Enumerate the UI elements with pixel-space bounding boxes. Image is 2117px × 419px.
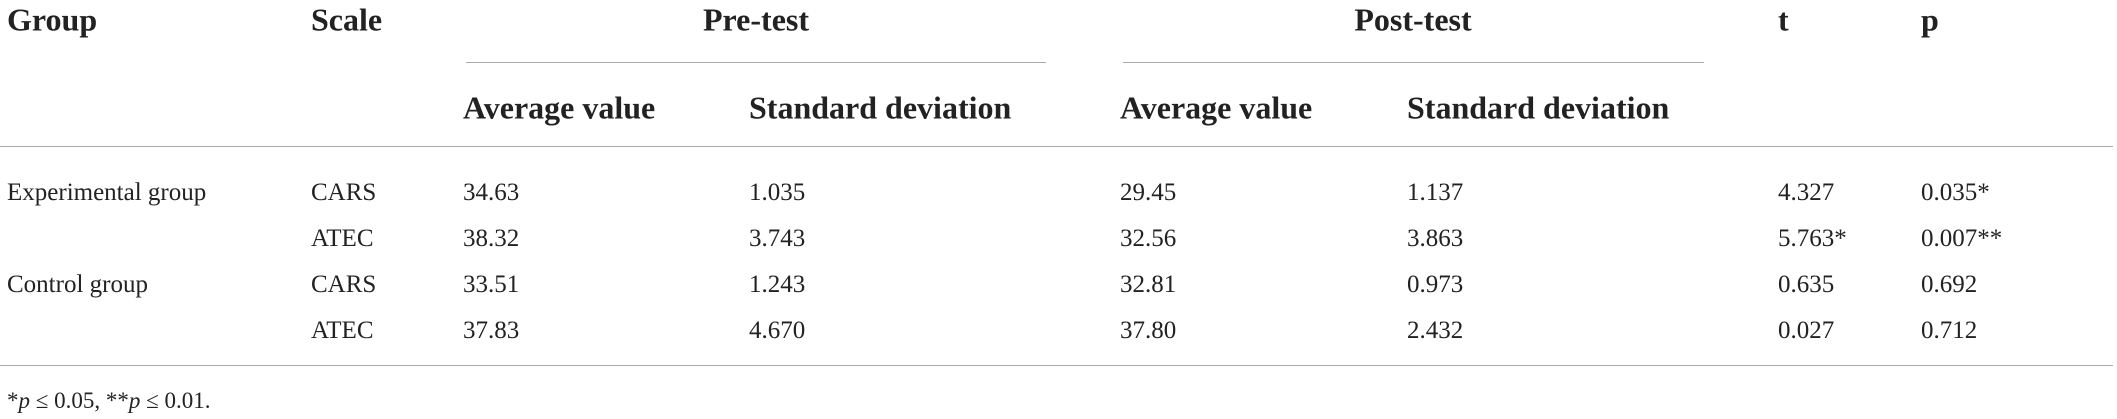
table-cell: CARS <box>311 179 377 206</box>
table-cell: 0.035* <box>1921 179 1990 206</box>
table-cell: 33.51 <box>463 271 520 298</box>
table-cell: 2.432 <box>1407 317 1464 344</box>
bottom-rule <box>0 365 2113 366</box>
column-header: Scale <box>311 1 383 38</box>
column-header: Pre-test <box>703 1 809 38</box>
table-cell: 38.32 <box>463 225 520 252</box>
table-cell: 34.63 <box>463 179 520 206</box>
table-cell: CARS <box>311 271 377 298</box>
footnote-part: ≤ 0.05, ** <box>30 388 129 413</box>
table-cell: ATEC <box>311 225 374 252</box>
column-header: Group <box>7 1 98 38</box>
sub-header: Standard deviation <box>1407 89 1670 126</box>
column-header: t <box>1778 1 1789 38</box>
table-cell: ATEC <box>311 317 374 344</box>
sub-header: Average value <box>463 89 656 126</box>
table-cell: 0.635 <box>1778 271 1835 298</box>
footnote-part: p <box>18 388 31 413</box>
table-cell: 3.743 <box>749 225 806 252</box>
table-cell: 5.763* <box>1778 225 1847 252</box>
pre-test-rule <box>466 62 1046 63</box>
sub-header: Average value <box>1120 89 1313 126</box>
table-cell: 37.80 <box>1120 317 1177 344</box>
table-cell: 0.027 <box>1778 317 1835 344</box>
footnote-part: * <box>7 388 19 413</box>
table-cell: 4.327 <box>1778 179 1835 206</box>
table-cell: 0.712 <box>1921 317 1978 344</box>
table-cell: 0.692 <box>1921 271 1978 298</box>
table-cell: 1.137 <box>1407 179 1464 206</box>
footnote: *p ≤ 0.05, **p ≤ 0.01. <box>7 388 211 414</box>
column-header: p <box>1921 1 1939 38</box>
table-cell: Control group <box>7 271 148 298</box>
table-cell: 0.973 <box>1407 271 1464 298</box>
footnote-part: p <box>128 388 141 413</box>
table-cell: 0.007** <box>1921 225 2003 252</box>
table-cell: Experimental group <box>7 179 207 206</box>
table-cell: 1.243 <box>749 271 806 298</box>
footnote-part: ≤ 0.01. <box>140 388 211 413</box>
post-test-rule <box>1123 62 1704 63</box>
table-cell: 32.81 <box>1120 271 1177 298</box>
table-cell: 32.56 <box>1120 225 1177 252</box>
header-rule <box>0 146 2113 147</box>
table-cell: 37.83 <box>463 317 520 344</box>
column-header: Post-test <box>1354 1 1472 38</box>
table-cell: 4.670 <box>749 317 806 344</box>
table-cell: 3.863 <box>1407 225 1464 252</box>
table-cell: 29.45 <box>1120 179 1177 206</box>
sub-header: Standard deviation <box>749 89 1012 126</box>
table-cell: 1.035 <box>749 179 806 206</box>
